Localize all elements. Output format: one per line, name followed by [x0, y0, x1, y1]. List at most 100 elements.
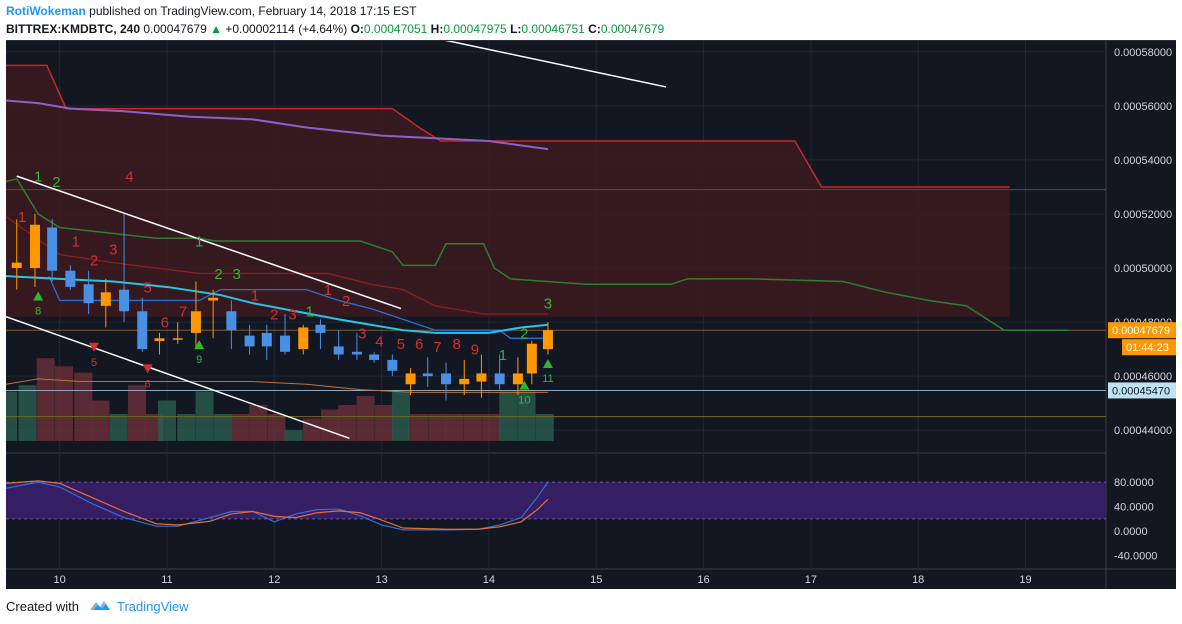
volume-bar — [284, 430, 303, 441]
candle-body — [542, 330, 553, 350]
candle-body — [422, 373, 433, 377]
candle-body — [512, 373, 523, 385]
ohlc-legend: BITTREX:KMDBTC, 240 0.00047679 ▲ +0.0000… — [6, 22, 664, 36]
td-count-label: 2 — [90, 252, 98, 269]
candle-body — [333, 346, 344, 355]
author-link[interactable]: RotiWokeman — [6, 4, 86, 18]
td-count-label: 2 — [342, 293, 350, 310]
volume-bar — [36, 358, 55, 441]
countdown-badge-text: 01:44:23 — [1126, 342, 1169, 354]
volume-bar — [374, 405, 393, 441]
td-count-label: 2 — [52, 174, 60, 191]
up-arrow-icon — [542, 359, 553, 369]
low-value: 0.00046751 — [521, 22, 585, 36]
last-price-badge-text: 0.00047679 — [1112, 325, 1170, 337]
open-label: O: — [350, 22, 364, 36]
volume-bar — [445, 414, 464, 441]
volume-bar — [463, 414, 482, 441]
setup-count-label: 6 — [145, 378, 151, 390]
time-tick-label: 15 — [590, 574, 602, 586]
candle-body — [494, 373, 505, 385]
td-count-label: 1 — [18, 209, 26, 226]
candle-body — [190, 311, 201, 333]
created-with-text: Created with — [6, 599, 79, 614]
volume-bar — [177, 414, 196, 441]
td-count-label: 1 — [251, 287, 259, 304]
price-tick-label: 0.00044000 — [1114, 425, 1172, 437]
ichimoku-senkou-a-line — [5, 177, 1069, 331]
candle-body — [65, 270, 76, 287]
td-count-label: 3 — [544, 296, 552, 313]
price-tick-label: 0.00050000 — [1114, 263, 1172, 275]
td-count-label: 4 — [125, 169, 133, 186]
publish-info: RotiWokeman published on TradingView.com… — [6, 4, 416, 18]
stoch-band — [6, 482, 1106, 519]
last-price: 0.00047679 — [143, 22, 207, 36]
price-tick-label: 0.00046000 — [1114, 371, 1172, 383]
volume-bar — [127, 385, 146, 441]
candle-body — [83, 284, 94, 304]
td-count-label: 1 — [306, 304, 314, 321]
time-tick-label: 18 — [912, 574, 924, 586]
stoch-d-line — [5, 480, 549, 530]
time-tick-label: 16 — [697, 574, 709, 586]
up-arrow-icon: ▲ — [210, 22, 222, 36]
volume-bar — [410, 414, 429, 441]
volume-bar — [482, 414, 501, 441]
candle-body — [351, 351, 362, 355]
td-count-label: 2 — [270, 306, 278, 323]
td-count-label: 4 — [375, 333, 383, 350]
up-arrow-icon — [33, 291, 44, 301]
setup-count-label: 5 — [91, 357, 97, 369]
td-count-label: 8 — [453, 336, 461, 353]
volume-bar — [18, 385, 37, 441]
time-tick-label: 11 — [161, 574, 172, 586]
td-count-label: 1 — [499, 347, 507, 364]
setup-count-label: 10 — [518, 395, 530, 407]
volume-bar — [535, 414, 554, 441]
trendline — [397, 29, 667, 88]
volume-bar — [157, 400, 176, 441]
stoch-k-line — [5, 481, 549, 531]
volume-bar — [54, 366, 73, 441]
price-change: +0.00002114 (+4.64%) — [225, 22, 348, 36]
candle-body — [261, 332, 272, 347]
tradingview-link[interactable]: TradingView — [116, 599, 189, 614]
candle-body — [119, 289, 130, 312]
candle-body — [526, 343, 537, 374]
candle-body — [47, 227, 58, 271]
candle-body — [476, 373, 487, 382]
candle-body — [244, 335, 255, 347]
moving-average-purple — [5, 99, 549, 151]
volume-bar — [91, 400, 110, 441]
candle-body — [226, 311, 237, 331]
close-label: C: — [588, 22, 601, 36]
chart-area[interactable]: 1 1 2 1 2 3 4 5 6 7 1 2 3 1 2 3 1 1 2 3 4 5 6 7 8 9 1 2 3 8 5 6 9 10 11 0.0… — [0, 29, 1176, 589]
volume-bar — [213, 414, 232, 441]
candle-body — [280, 335, 291, 352]
candle-body — [298, 327, 309, 350]
footer: Created with TradingView — [6, 598, 189, 615]
time-tick-label: 13 — [375, 574, 387, 586]
volume-bar — [267, 414, 286, 441]
volume-bar — [74, 372, 93, 441]
up-arrow-icon — [194, 340, 205, 350]
td-count-label: 1 — [195, 233, 203, 250]
low-label: L: — [510, 22, 522, 36]
volume-bar — [338, 405, 357, 441]
up-arrow-icon — [519, 380, 530, 390]
stoch-tick-label: -40.0000 — [1114, 551, 1157, 563]
stoch-tick-label: 0.0000 — [1114, 526, 1148, 538]
candle-body — [315, 324, 326, 333]
volume-bar — [321, 409, 340, 441]
stoch-tick-label: 40.0000 — [1114, 502, 1154, 514]
moving-average-orange — [5, 378, 548, 393]
td-count-label: 6 — [415, 336, 423, 353]
setup-count-label: 8 — [35, 305, 41, 317]
high-value: 0.00047975 — [443, 22, 507, 36]
candle-body — [172, 338, 183, 340]
candle-body — [100, 292, 111, 306]
candle-body — [11, 262, 22, 269]
td-count-label: 9 — [471, 342, 479, 359]
